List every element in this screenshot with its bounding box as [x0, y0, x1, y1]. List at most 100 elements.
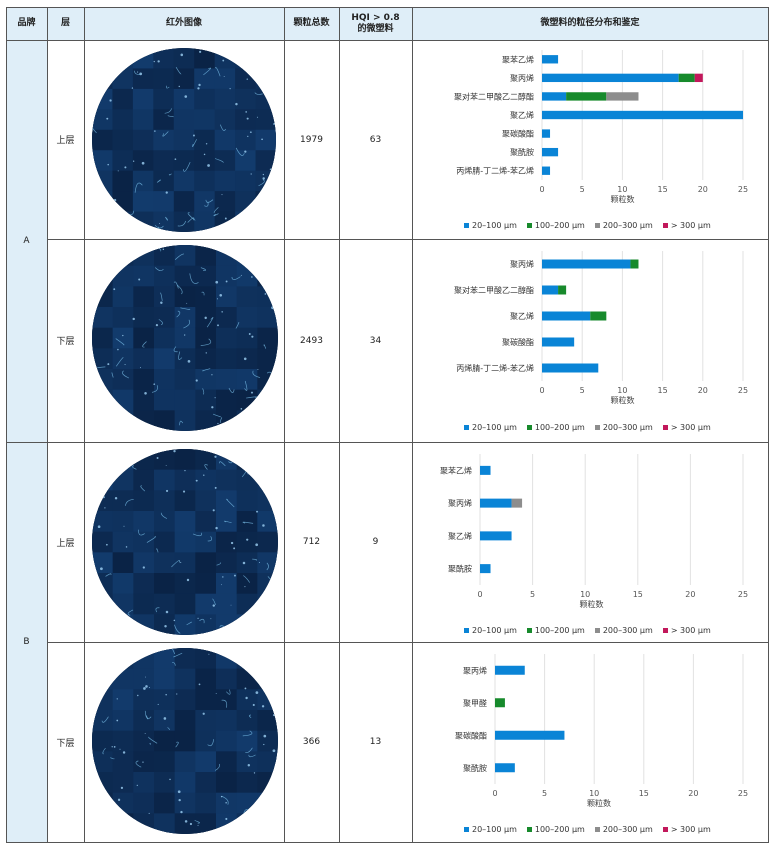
bar-segment — [630, 259, 639, 269]
legend-item: 100–200 μm — [526, 626, 585, 635]
hqi-cell: 34 — [339, 239, 412, 442]
bar-segment — [495, 665, 525, 675]
tick-label: 10 — [580, 590, 590, 599]
legend-item: 200–300 μm — [594, 825, 653, 834]
legend-label: 20–100 μm — [472, 423, 517, 432]
category-label: 丙烯腈-丁二烯-苯乙烯 — [456, 363, 534, 373]
bar-segment — [542, 92, 567, 101]
legend-swatch — [526, 223, 532, 228]
tick-label: 15 — [658, 386, 668, 395]
category-label: 聚酰胺 — [510, 147, 534, 157]
table-border — [6, 7, 769, 8]
table-border — [47, 7, 48, 843]
header-hqi-line1: HQI > 0.8 — [351, 12, 400, 23]
category-label: 聚乙烯 — [510, 311, 534, 321]
ir-image — [92, 648, 278, 834]
bar-segment — [542, 166, 551, 175]
legend-item: 200–300 μm — [594, 221, 653, 230]
legend-swatch — [662, 425, 668, 430]
legend-label: 100–200 μm — [534, 423, 585, 432]
category-label: 聚酰胺 — [463, 763, 487, 773]
legend-swatch — [594, 827, 600, 832]
bar-segment — [480, 564, 491, 574]
total-cell: 366 — [284, 642, 339, 842]
category-label: 聚苯乙烯 — [502, 54, 534, 64]
header-hqi-line2: 的微塑料 — [357, 23, 394, 34]
legend-swatch — [594, 223, 600, 228]
tick-label: 25 — [738, 789, 748, 798]
table-border — [47, 642, 769, 643]
chart-legend: 20–100 μm 100–200 μm 200–300 μm > 300 μm — [464, 626, 711, 635]
legend-label: 200–300 μm — [602, 221, 653, 230]
category-label: 聚丙烯 — [510, 73, 534, 83]
tick-label: 20 — [685, 590, 695, 599]
legend-label: > 300 μm — [670, 221, 711, 230]
ir-texture — [92, 48, 276, 232]
tick-label: 20 — [688, 789, 698, 798]
brand-cell-b: B — [6, 442, 47, 842]
bar-segment — [542, 363, 599, 373]
size-distribution-chart: 0 5 10 15 20 25 聚丙烯 聚甲醛 聚碳酸酯 聚酰胺 颗粒数 20–100 μm 100–… — [412, 642, 768, 842]
legend-swatch — [662, 827, 668, 832]
category-label: 聚丙烯 — [510, 259, 534, 269]
legend-item: 200–300 μm — [594, 626, 653, 635]
category-label: 聚酰胺 — [448, 564, 472, 574]
legend-label: 200–300 μm — [602, 626, 653, 635]
legend-item: > 300 μm — [662, 423, 711, 432]
legend-label: 100–200 μm — [534, 221, 585, 230]
legend-label: > 300 μm — [670, 626, 711, 635]
tick-label: 15 — [658, 185, 668, 194]
legend-item: 100–200 μm — [526, 825, 585, 834]
bar-segment — [495, 763, 515, 773]
legend-swatch — [526, 628, 532, 633]
legend-label: > 300 μm — [670, 423, 711, 432]
header-brand: 品牌 — [6, 7, 47, 40]
size-distribution-chart: 0 5 10 15 20 25 聚丙烯 聚对苯二甲酸乙二醇酯 聚乙烯 聚碳酸酯 丙烯腈-丁二烯-苯乙… — [412, 239, 768, 442]
bar-segment — [678, 73, 695, 83]
bar-segment — [542, 129, 551, 138]
category-label: 聚甲醛 — [463, 698, 487, 708]
bar-segment — [542, 55, 559, 64]
legend-item: 200–300 μm — [594, 423, 653, 432]
bar-segment — [542, 147, 559, 157]
tick-label: 10 — [617, 386, 627, 395]
table-border — [84, 7, 85, 843]
legend-label: 20–100 μm — [472, 825, 517, 834]
category-label: 聚碳酸酯 — [455, 730, 487, 740]
bar-segment — [480, 498, 512, 508]
ir-texture — [92, 648, 278, 834]
layer-cell: 下层 — [47, 642, 84, 842]
legend-label: 100–200 μm — [534, 825, 585, 834]
legend-item: > 300 μm — [662, 626, 711, 635]
table-border — [6, 7, 7, 843]
hqi-cell: 63 — [339, 40, 412, 239]
tick-label: 0 — [539, 386, 544, 395]
legend-item: 20–100 μm — [464, 423, 517, 432]
legend-swatch — [464, 223, 469, 228]
legend-swatch — [594, 628, 600, 633]
bar-segment — [558, 285, 567, 295]
bar-segment — [542, 73, 679, 83]
category-label: 聚丙烯 — [448, 498, 472, 508]
legend-label: 100–200 μm — [534, 626, 585, 635]
legend-label: > 300 μm — [670, 825, 711, 834]
tick-label: 10 — [589, 789, 599, 798]
ir-texture — [92, 245, 278, 431]
brand-cell-a: A — [6, 40, 47, 442]
legend-item: > 300 μm — [662, 221, 711, 230]
hqi-cell: 9 — [339, 442, 412, 642]
legend-label: 200–300 μm — [602, 423, 653, 432]
tick-label: 0 — [477, 590, 482, 599]
legend-swatch — [526, 827, 532, 832]
x-axis-label: 颗粒数 — [611, 194, 635, 204]
table-border — [47, 239, 769, 240]
table-border — [6, 40, 769, 41]
bar-segment — [542, 337, 575, 347]
legend-swatch — [662, 628, 668, 633]
bar-segment — [566, 92, 607, 101]
legend-swatch — [464, 827, 469, 832]
legend-swatch — [526, 425, 532, 430]
x-axis-label: 颗粒数 — [580, 599, 604, 609]
table-border — [284, 7, 285, 843]
